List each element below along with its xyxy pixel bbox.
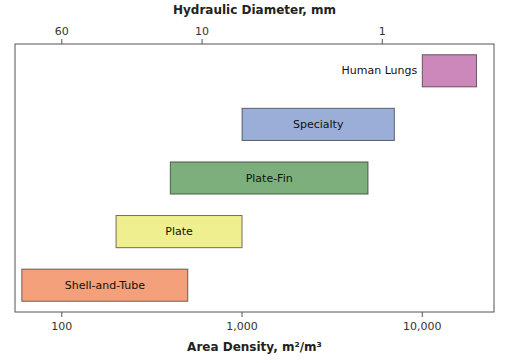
x-tick-label: 10,000: [403, 320, 442, 333]
bars: [22, 55, 477, 302]
x-tick: [61, 312, 62, 317]
x2-tick: [382, 39, 383, 44]
x2-tick-label: 1: [379, 25, 386, 38]
bar-label: Plate-Fin: [246, 172, 293, 185]
x2-tick: [61, 39, 62, 44]
plot-area: [15, 44, 494, 312]
bar: [22, 269, 188, 301]
bar-label: Human Lungs: [342, 64, 418, 77]
plot-frame: [15, 44, 494, 312]
x-tick: [422, 312, 423, 317]
x2-tick-label: 60: [55, 25, 69, 38]
bar-label: Specialty: [293, 118, 344, 131]
x-tick-label: 1,000: [226, 320, 258, 333]
x2-tick-label: 10: [195, 25, 209, 38]
bar: [116, 216, 242, 248]
chart: Shell-and-Tube Plate Plate-Fin Specialty Hum…: [0, 0, 509, 363]
x2-tick: [202, 39, 203, 44]
x2-axis-label: Hydraulic Diameter, mm: [173, 3, 336, 17]
x-tick-label: 100: [51, 320, 72, 333]
bar: [422, 55, 476, 87]
bar: [170, 162, 368, 194]
bar-label: Plate: [165, 225, 193, 238]
x-axis-label: Area Density, m²/m³: [187, 340, 322, 354]
bar: [242, 108, 394, 140]
bar-label: Shell-and-Tube: [65, 279, 145, 292]
x-tick: [242, 312, 243, 317]
